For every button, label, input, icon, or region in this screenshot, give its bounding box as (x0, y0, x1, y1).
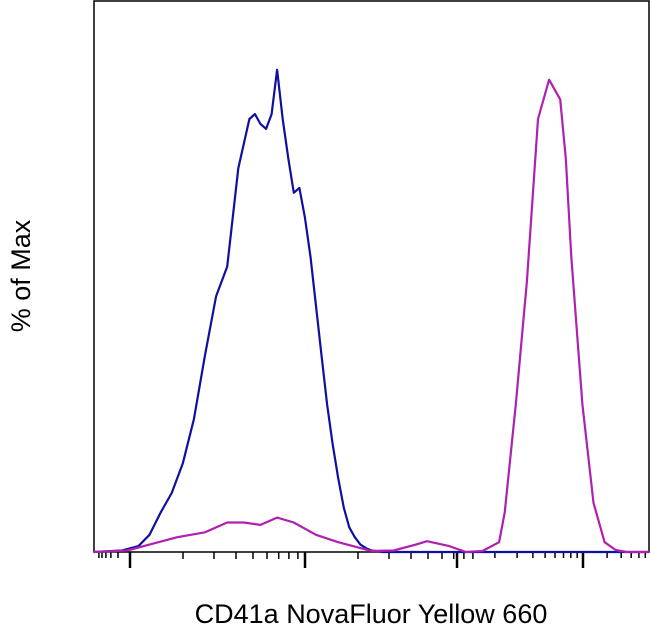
series-line-1 (93, 68, 649, 554)
x-axis-ticks (98, 552, 647, 568)
x-axis-label: CD41a NovaFluor Yellow 660 (195, 599, 548, 629)
plot-frame (93, 0, 650, 553)
series-layer (93, 68, 649, 554)
series-line-2 (93, 78, 649, 554)
y-axis-label: % of Max (6, 219, 36, 332)
